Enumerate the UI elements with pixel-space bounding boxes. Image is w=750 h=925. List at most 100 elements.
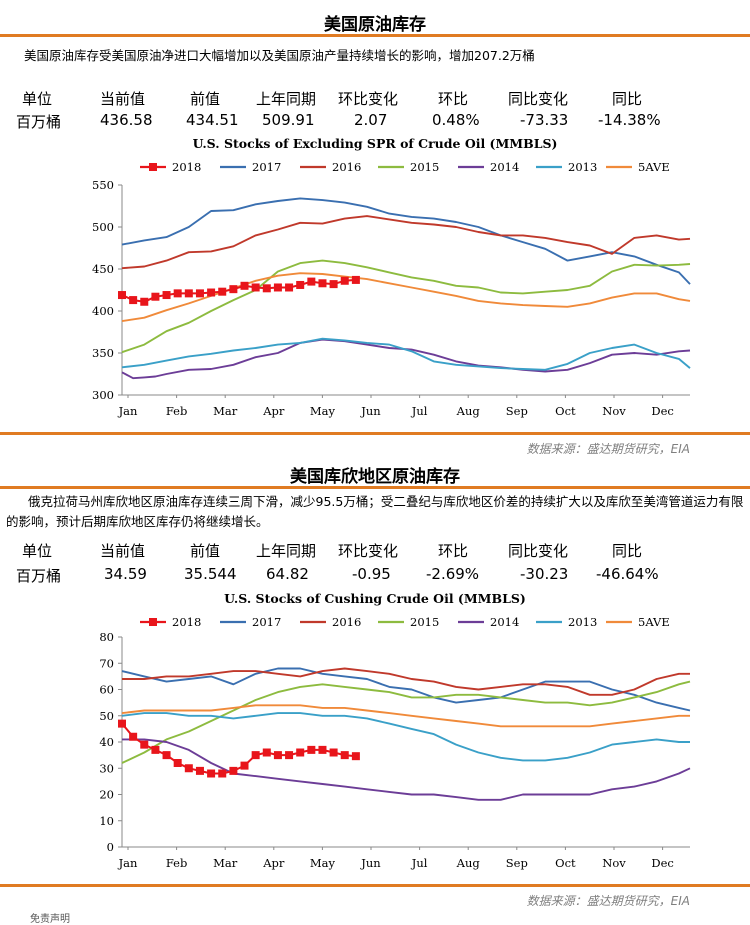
x-tick-label: Jun [360,404,381,418]
data-source-note: 数据来源：盛达期货研究，EIA [526,442,690,456]
stats-value-cell: 35.544 [184,565,237,583]
y-tick-label: 350 [92,346,114,360]
y-tick-label: 500 [92,220,114,234]
stats-value-cell: 0.48% [432,111,480,129]
section-divider [0,486,750,489]
data-point-2018 [118,291,126,300]
stats-value-cell: 34.59 [104,565,147,583]
y-tick-label: 40 [99,735,114,749]
stats-value-cell: 436.58 [100,111,153,129]
section-description: 美国原油库存受美国原油净进口大幅增加以及美国原油产量持续增长的影响，增加207.… [24,48,535,63]
stats-header-cell: 单位 [22,90,53,108]
data-point-2018 [140,297,149,306]
section-divider [0,34,750,37]
stats-header-cell: 单位 [22,542,53,560]
y-tick-label: 30 [99,761,114,775]
legend-label: 2014 [490,615,519,629]
x-tick-label: Jan [118,856,138,870]
data-point-2018 [229,285,238,294]
data-point-2018 [351,752,360,761]
y-tick-label: 400 [92,304,114,318]
series-line-2018 [121,722,356,775]
data-point-2018 [207,288,216,297]
chart-title: U.S. Stocks of Cushing Crude Oil (MMBLS) [224,591,526,606]
data-point-2018 [218,769,227,778]
data-point-2018 [229,766,238,775]
data-point-2018 [173,289,182,298]
stats-header-cell: 同比变化 [508,542,569,560]
stats-value-cell: 509.91 [262,111,315,129]
stats-header-cell: 当前值 [100,90,146,108]
section-divider [0,432,750,435]
data-point-2018 [218,287,227,296]
data-point-2018 [251,751,260,760]
y-tick-label: 10 [99,814,114,828]
data-point-2018 [318,279,327,288]
legend-label: 2015 [410,160,439,174]
data-point-2018 [151,745,160,754]
stats-value-cell: 百万桶 [16,113,62,131]
data-point-2018 [296,748,305,757]
data-point-2018 [140,740,149,749]
data-source-note: 数据来源：盛达期货研究，EIA [526,894,690,908]
series-line-2017 [121,197,691,285]
data-point-2018 [118,719,126,728]
data-point-2018 [340,751,349,760]
x-tick-label: Feb [166,404,188,418]
legend-label: 2013 [568,160,597,174]
x-tick-label: Apr [262,404,285,418]
data-point-2018 [285,751,294,760]
stats-value-cell: -46.64% [596,565,659,583]
series-line-2016 [122,667,690,696]
stats-value-cell: 434.51 [186,111,239,129]
data-point-2018 [307,745,316,754]
section-title-cushing-crude: 美国库欣地区原油库存 [290,467,460,487]
stats-header-cell: 环比 [438,542,469,560]
stats-value-cell: -14.38% [598,111,661,129]
section-description: 俄克拉荷马州库欣地区原油库存连续三周下滑，减少95.5万桶；受二叠纪与库欣地区价… [6,494,744,529]
legend-label: 2016 [332,615,361,629]
stats-header-cell: 当前值 [100,542,146,560]
series-line-2017 [121,667,691,712]
data-point-2018 [296,280,305,289]
y-tick-label: 550 [92,178,114,192]
y-tick-label: 50 [99,709,114,723]
stats-header-cell: 同比 [612,90,643,108]
data-point-2018 [318,745,327,754]
stats-header-cell: 环比 [438,90,469,108]
section-title-us-crude: 美国原油库存 [324,15,426,35]
y-tick-label: 20 [99,788,114,802]
data-point-2018 [240,281,249,290]
data-point-2018 [262,748,271,757]
legend-label: 2013 [568,615,597,629]
x-tick-label: Nov [602,856,626,870]
y-tick-label: 80 [99,630,114,644]
series-line-2013 [121,337,691,371]
x-tick-label: Jun [360,856,381,870]
x-tick-label: Dec [651,856,673,870]
data-point-2018 [251,283,260,292]
series-line-2014 [122,738,691,801]
legend-label: 2014 [490,160,519,174]
stats-value-cell: -2.69% [426,565,480,583]
data-point-2018 [162,291,171,300]
data-point-2018 [184,764,193,773]
x-tick-label: Dec [651,404,673,418]
x-tick-label: Oct [555,404,576,418]
legend-label: 5AVE [638,615,670,629]
x-tick-label: Mar [213,856,238,870]
data-point-2018 [351,275,360,284]
data-point-2018 [329,280,338,289]
data-point-2018 [207,769,216,778]
data-point-2018 [329,748,338,757]
stats-header-cell: 环比变化 [338,542,399,560]
disclaimer-label: 免责声明 [30,914,70,925]
series-line-2016 [121,215,691,270]
data-point-2018 [273,283,282,292]
data-point-2018 [129,296,138,305]
y-tick-label: 450 [92,262,114,276]
data-point-2018 [173,759,182,767]
stats-value-cell: 64.82 [266,565,309,583]
data-point-2018 [240,761,249,770]
legend-label: 2015 [410,615,439,629]
